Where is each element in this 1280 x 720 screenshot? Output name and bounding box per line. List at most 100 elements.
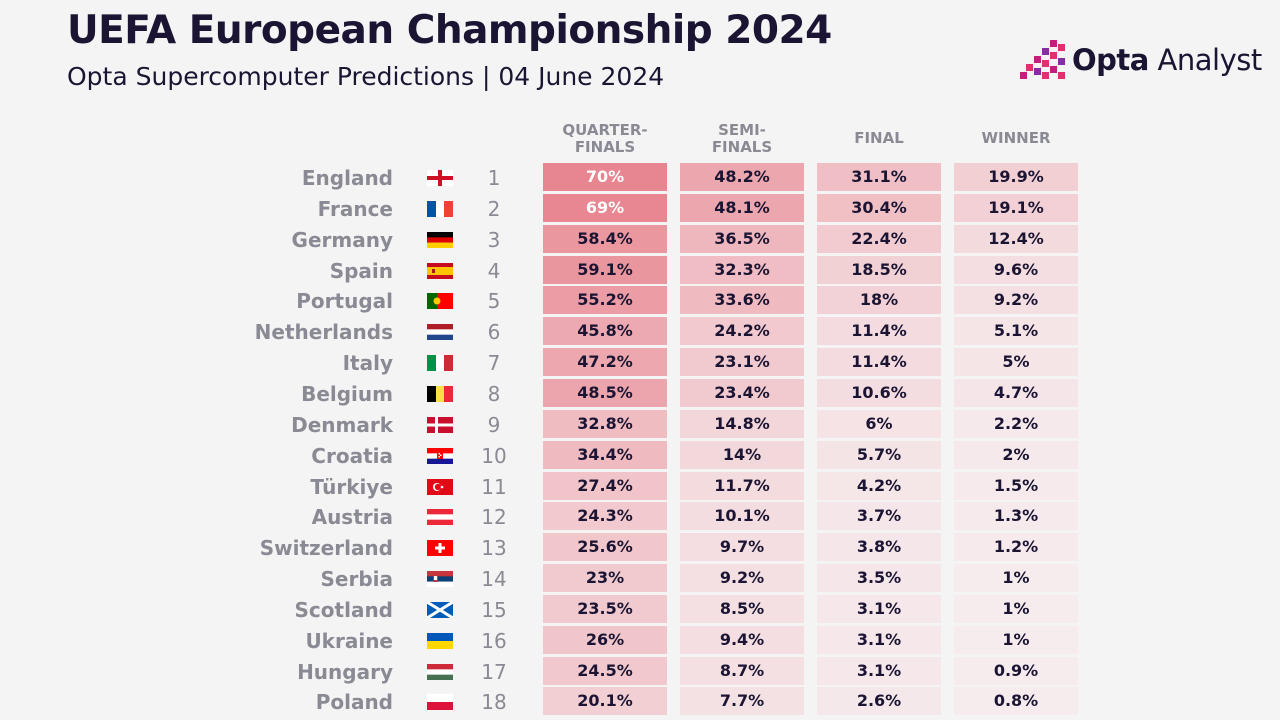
value-cell-quarter-finals: 24.3% <box>543 502 667 531</box>
value-cell-quarter-finals: 24.5% <box>543 656 667 685</box>
value-cell-quarter-finals: 45.8% <box>543 317 667 346</box>
value-cell-final: 3.1% <box>817 625 941 654</box>
croatia-flag <box>427 447 453 464</box>
value-cell-final: 11.4% <box>817 348 941 377</box>
table-row: Denmark 9 32.8% 14.8% 6% 2.2% <box>0 409 1280 440</box>
opta-logo-icon <box>1020 40 1065 79</box>
value-cell-winner: 9.6% <box>954 255 1078 284</box>
value-cell-semi-finals: 33.6% <box>680 286 804 315</box>
value-cell-quarter-finals: 20.1% <box>543 687 667 716</box>
team-name: Italy <box>342 351 393 376</box>
value-cell-final: 30.4% <box>817 193 941 222</box>
value-cell-quarter-finals: 23.5% <box>543 594 667 623</box>
team-rank: 15 <box>481 597 507 622</box>
team-name: Croatia <box>311 443 393 468</box>
value-cell-semi-finals: 23.1% <box>680 348 804 377</box>
value-cell-quarter-finals: 69% <box>543 193 667 222</box>
value-cell-winner: 12.4% <box>954 224 1078 253</box>
table-row: France 2 69% 48.1% 30.4% 19.1% <box>0 193 1280 224</box>
serbia-flag <box>427 571 453 588</box>
value-cell-final: 3.5% <box>817 564 941 593</box>
team-name: Switzerland <box>259 536 393 561</box>
table-row: Germany 3 58.4% 36.5% 22.4% 12.4% <box>0 224 1280 255</box>
team-name: Poland <box>315 690 393 715</box>
value-cell-semi-finals: 32.3% <box>680 255 804 284</box>
value-cell-quarter-finals: 32.8% <box>543 409 667 438</box>
table-row: Poland 18 20.1% 7.7% 2.6% 0.8% <box>0 686 1280 717</box>
value-cell-winner: 1.5% <box>954 471 1078 500</box>
italy-flag <box>427 355 453 372</box>
column-header-line: FINALS <box>574 138 636 156</box>
table-row: Scotland 15 23.5% 8.5% 3.1% 1% <box>0 594 1280 625</box>
team-rank: 14 <box>481 567 507 592</box>
team-name: Belgium <box>301 381 393 406</box>
value-cell-winner: 19.1% <box>954 193 1078 222</box>
value-cell-winner: 5% <box>954 348 1078 377</box>
value-cell-quarter-finals: 26% <box>543 625 667 654</box>
table-row: Spain 4 59.1% 32.3% 18.5% 9.6% <box>0 255 1280 286</box>
brand-name: Opta Analyst <box>1072 43 1262 77</box>
value-cell-semi-finals: 36.5% <box>680 224 804 253</box>
value-cell-quarter-finals: 34.4% <box>543 440 667 469</box>
team-rank: 8 <box>487 381 501 406</box>
table-row: Croatia 10 34.4% 14% 5.7% 2% <box>0 440 1280 471</box>
team-rank: 2 <box>487 196 501 221</box>
value-cell-semi-finals: 8.5% <box>680 594 804 623</box>
team-name: Serbia <box>320 567 394 592</box>
hungary-flag <box>427 663 453 680</box>
germany-flag <box>427 231 453 248</box>
value-cell-semi-finals: 11.7% <box>680 471 804 500</box>
page-title: UEFA European Championship 2024 <box>67 8 832 53</box>
team-rank: 16 <box>481 628 507 653</box>
value-cell-quarter-finals: 58.4% <box>543 224 667 253</box>
spain-flag <box>427 262 453 279</box>
team-rank: 7 <box>487 351 501 376</box>
table-row: Serbia 14 23% 9.2% 3.5% 1% <box>0 563 1280 594</box>
value-cell-winner: 1% <box>954 564 1078 593</box>
table-row: Netherlands 6 45.8% 24.2% 11.4% 5.1% <box>0 316 1280 347</box>
england-flag <box>427 170 453 186</box>
team-name: Türkiye <box>310 474 393 499</box>
value-cell-winner: 1.2% <box>954 533 1078 562</box>
team-rank: 9 <box>487 412 501 437</box>
value-cell-quarter-finals: 23% <box>543 564 667 593</box>
value-cell-final: 6% <box>817 409 941 438</box>
team-rank: 18 <box>481 690 507 715</box>
value-cell-winner: 1% <box>954 625 1078 654</box>
column-header-semi-finals: SEMI- FINALS <box>680 122 804 156</box>
value-cell-semi-finals: 48.1% <box>680 193 804 222</box>
value-cell-semi-finals: 14% <box>680 440 804 469</box>
value-cell-quarter-finals: 70% <box>543 163 667 191</box>
opta-analyst-logo: Opta Analyst <box>1020 38 1262 82</box>
value-cell-quarter-finals: 25.6% <box>543 533 667 562</box>
value-cell-final: 4.2% <box>817 471 941 500</box>
team-rank: 11 <box>481 474 507 499</box>
value-cell-final: 3.8% <box>817 533 941 562</box>
belgium-flag <box>427 385 453 402</box>
team-name: Netherlands <box>254 320 393 345</box>
value-cell-semi-finals: 8.7% <box>680 656 804 685</box>
value-cell-semi-finals: 10.1% <box>680 502 804 531</box>
value-cell-semi-finals: 14.8% <box>680 409 804 438</box>
value-cell-final: 3.7% <box>817 502 941 531</box>
table-row: Italy 7 47.2% 23.1% 11.4% 5% <box>0 347 1280 378</box>
table-row: Switzerland 13 25.6% 9.7% 3.8% 1.2% <box>0 532 1280 563</box>
value-cell-semi-finals: 9.7% <box>680 533 804 562</box>
team-name: Spain <box>329 258 393 283</box>
table-row: Türkiye 11 27.4% 11.7% 4.2% 1.5% <box>0 471 1280 502</box>
value-cell-quarter-finals: 47.2% <box>543 348 667 377</box>
value-cell-final: 5.7% <box>817 440 941 469</box>
netherlands-flag <box>427 324 453 341</box>
value-cell-semi-finals: 24.2% <box>680 317 804 346</box>
team-rank: 13 <box>481 536 507 561</box>
column-header-line: FINALS <box>711 138 773 156</box>
austria-flag <box>427 509 453 526</box>
value-cell-quarter-finals: 59.1% <box>543 255 667 284</box>
team-rank: 17 <box>481 659 507 684</box>
team-name: Portugal <box>296 289 393 314</box>
switzerland-flag <box>427 540 453 557</box>
value-cell-winner: 9.2% <box>954 286 1078 315</box>
value-cell-winner: 0.9% <box>954 656 1078 685</box>
value-cell-final: 22.4% <box>817 224 941 253</box>
team-name: England <box>301 166 393 190</box>
